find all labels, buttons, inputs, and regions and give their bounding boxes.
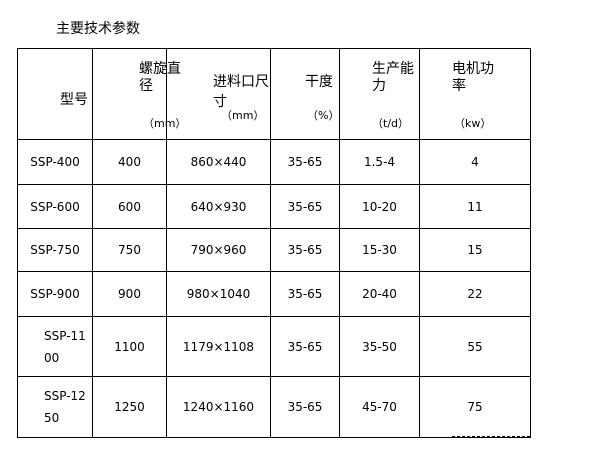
- cell-model-text: SSP-1100: [44, 328, 86, 365]
- header-unit: （%）: [307, 109, 340, 122]
- header-diameter: 螺旋直径 （mm）: [92, 48, 186, 140]
- cell: 11: [419, 184, 531, 229]
- header-unit: （mm）: [221, 109, 265, 122]
- cell: 35-65: [270, 376, 340, 438]
- header-capacity: 生产能力 （t/d）: [339, 48, 420, 140]
- cell: 35-65: [270, 184, 340, 229]
- header-inlet-size: 进料口尺寸 （mm）: [166, 48, 271, 140]
- table-row: SSP-400 400 860×440 35-65 1.5-4 4: [17, 139, 531, 185]
- cell: 15-30: [339, 228, 420, 272]
- cell: 1.5-4: [339, 139, 420, 185]
- cell: 10-20: [339, 184, 420, 229]
- cell: 790×960: [166, 228, 271, 272]
- cell-model: SSP-400: [17, 139, 93, 185]
- header-model: 型号: [17, 48, 93, 140]
- header-label: 型号: [60, 92, 88, 108]
- cell-model: SSP-900: [17, 271, 93, 317]
- table-row: SSP-900 900 980×1040 35-65 20-40 22: [17, 271, 531, 317]
- spec-table: 型号 螺旋直径 （mm） 进料口尺寸 （mm） 干度 （%） 生产能力 （t/d） 电机…: [17, 48, 531, 438]
- cell: 900: [92, 271, 167, 317]
- cell: 35-65: [270, 271, 340, 317]
- cell-model: SSP-600: [17, 184, 93, 229]
- header-unit: （t/d）: [372, 117, 410, 130]
- header-power: 电机功率 （kw）: [419, 48, 531, 140]
- cell: 1240×1160: [166, 376, 271, 438]
- cell: 1100: [92, 316, 167, 377]
- header-label: 进料口尺寸: [213, 74, 269, 110]
- cell: 55: [419, 316, 531, 377]
- cell: 22: [419, 271, 531, 317]
- page-title: 主要技术参数: [56, 21, 140, 37]
- header-label: 生产能力: [372, 61, 414, 94]
- dashed-line: [452, 436, 530, 437]
- header-label: 电机功率: [452, 61, 494, 94]
- cell: 980×1040: [166, 271, 271, 317]
- cell: 640×930: [166, 184, 271, 229]
- cell: 4: [419, 139, 531, 185]
- table-row: SSP-1250 1250 1240×1160 35-65 45-70 75: [17, 376, 531, 438]
- header-row: 型号 螺旋直径 （mm） 进料口尺寸 （mm） 干度 （%） 生产能力 （t/d） 电机…: [17, 48, 531, 140]
- cell: 20-40: [339, 271, 420, 317]
- header-dryness: 干度 （%）: [270, 48, 340, 140]
- cell-model: SSP-1100: [17, 316, 93, 377]
- table-row: SSP-750 750 790×960 35-65 15-30 15: [17, 228, 531, 272]
- cell: 45-70: [339, 376, 420, 438]
- header-unit: （kw）: [454, 117, 492, 130]
- cell: 1179×1108: [166, 316, 271, 377]
- cell-model: SSP-750: [17, 228, 93, 272]
- table-row: SSP-1100 1100 1179×1108 35-65 35-50 55: [17, 316, 531, 377]
- cell: 750: [92, 228, 167, 272]
- cell: 1250: [92, 376, 167, 438]
- cell: 860×440: [166, 139, 271, 185]
- header-label: 干度: [305, 74, 333, 90]
- table-row: SSP-600 600 640×930 35-65 10-20 11: [17, 184, 531, 229]
- cell: 35-50: [339, 316, 420, 377]
- cell: 35-65: [270, 316, 340, 377]
- cell: 15: [419, 228, 531, 272]
- cell: 600: [92, 184, 167, 229]
- cell: 35-65: [270, 139, 340, 185]
- cell-model-text: SSP-1250: [44, 389, 86, 425]
- cell-model: SSP-1250: [17, 376, 93, 438]
- cell: 400: [92, 139, 167, 185]
- cell: 35-65: [270, 228, 340, 272]
- cell: 75: [419, 376, 531, 438]
